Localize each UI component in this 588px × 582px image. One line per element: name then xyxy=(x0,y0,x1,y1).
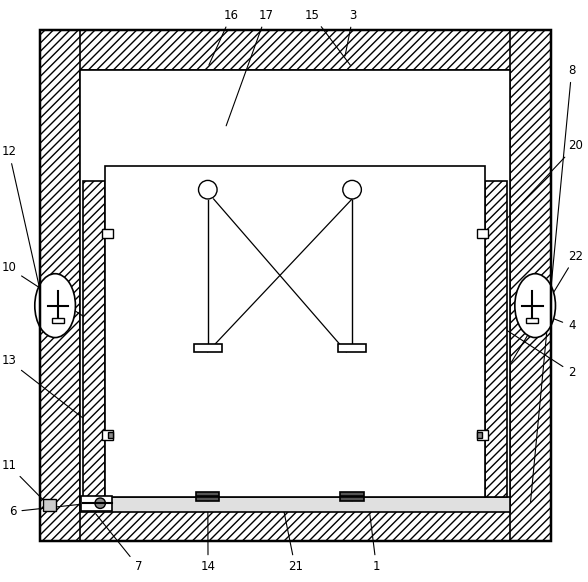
Text: 4: 4 xyxy=(538,313,576,332)
Bar xyxy=(196,492,219,496)
Text: 12: 12 xyxy=(1,145,43,303)
Bar xyxy=(477,229,488,238)
Bar xyxy=(82,496,112,511)
Circle shape xyxy=(95,498,105,509)
Text: 22: 22 xyxy=(512,250,583,362)
Bar xyxy=(196,498,219,502)
Bar xyxy=(338,344,366,352)
Bar xyxy=(510,30,550,541)
Bar xyxy=(194,344,222,352)
Bar xyxy=(81,498,510,512)
Bar xyxy=(477,432,482,438)
Bar xyxy=(105,166,485,498)
Text: 8: 8 xyxy=(530,64,576,502)
Bar xyxy=(102,430,113,441)
Bar xyxy=(477,430,488,441)
Text: 14: 14 xyxy=(201,494,216,573)
Bar xyxy=(526,318,538,323)
Bar xyxy=(102,229,113,238)
Text: 13: 13 xyxy=(2,354,106,436)
Text: 2: 2 xyxy=(499,325,576,379)
Bar xyxy=(43,499,56,512)
Text: 6: 6 xyxy=(9,503,88,518)
Bar xyxy=(340,498,364,502)
Text: 17: 17 xyxy=(226,9,273,126)
Text: 1: 1 xyxy=(370,514,380,573)
Text: 21: 21 xyxy=(280,494,303,573)
Text: 11: 11 xyxy=(1,459,48,504)
Bar xyxy=(108,432,113,438)
Bar xyxy=(39,506,550,541)
Ellipse shape xyxy=(35,274,75,338)
Bar xyxy=(39,30,81,541)
Circle shape xyxy=(199,180,217,199)
Bar xyxy=(52,318,64,323)
Text: 16: 16 xyxy=(209,9,239,65)
Ellipse shape xyxy=(515,274,556,338)
Bar xyxy=(39,30,550,541)
Bar xyxy=(485,181,507,498)
Circle shape xyxy=(343,180,362,199)
Text: 15: 15 xyxy=(305,9,350,65)
Text: 3: 3 xyxy=(345,9,357,56)
Bar xyxy=(81,70,510,506)
Text: 20: 20 xyxy=(493,139,583,233)
Bar xyxy=(340,492,364,496)
Bar xyxy=(39,30,550,70)
Text: 7: 7 xyxy=(96,514,142,573)
Text: 10: 10 xyxy=(2,261,92,322)
Bar xyxy=(39,30,550,541)
Bar xyxy=(83,181,105,498)
